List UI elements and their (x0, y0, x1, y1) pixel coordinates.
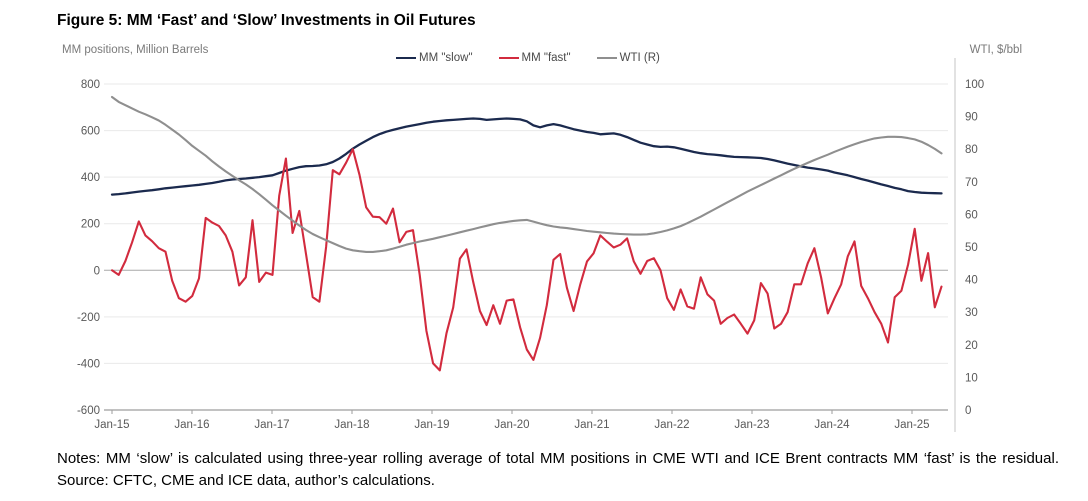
right-axis-tick-label: 30 (965, 307, 978, 319)
right-axis-tick-label: 40 (965, 275, 978, 287)
legend-item-2: WTI (R) (596, 52, 660, 64)
series-line-0 (110, 117, 943, 196)
right-axis-tick-label: 10 (965, 372, 978, 384)
left-axis-unit-label: MM positions, Million Barrels (62, 44, 209, 56)
right-axis-tick-label: 50 (965, 242, 978, 254)
left-axis-tick-label: -200 (77, 312, 100, 324)
left-axis-tick-label: -600 (77, 405, 100, 417)
left-axis-tick-label: 200 (81, 219, 100, 231)
right-axis-unit-label: WTI, $/bbl (969, 44, 1022, 56)
legend-label: MM "fast" (521, 52, 571, 64)
legend: MM "slow" MM "fast" WTI (R) (396, 52, 660, 64)
x-axis-tick-label: Jan-19 (414, 419, 449, 431)
legend-swatch-icon (596, 56, 617, 60)
left-axis-tick-label: 600 (81, 126, 100, 138)
right-axis-tick-label: 100 (965, 79, 984, 91)
legend-swatch-icon (396, 56, 416, 60)
x-axis-tick-label: Jan-25 (894, 419, 929, 431)
x-axis-tick-label: Jan-17 (254, 419, 289, 431)
left-axis-tick-label: 400 (81, 172, 100, 184)
legend-item-0: MM "slow" (396, 52, 473, 64)
legend-swatch-icon (498, 56, 519, 60)
x-axis-tick-label: Jan-21 (574, 419, 609, 431)
legend-label: WTI (R) (619, 52, 660, 64)
right-axis-tick-label: 90 (965, 112, 978, 124)
line-chart: 8006004002000-200-400-600100908070605040… (77, 58, 984, 432)
left-axis-tick-label: 800 (81, 79, 100, 91)
x-axis-tick-label: Jan-18 (334, 419, 369, 431)
right-axis-tick-label: 0 (965, 405, 971, 417)
right-axis-tick-label: 80 (965, 144, 978, 156)
series-line-2 (110, 95, 943, 253)
left-axis-tick-label: -400 (77, 358, 100, 370)
left-axis-tick-label: 0 (94, 265, 100, 277)
right-axis-tick-label: 60 (965, 209, 978, 221)
figure-title: Figure 5: MM ‘Fast’ and ‘Slow’ Investmen… (57, 12, 476, 29)
right-axis-tick-label: 20 (965, 340, 978, 352)
legend-label: MM "slow" (419, 52, 473, 64)
x-axis-tick-label: Jan-23 (734, 419, 769, 431)
legend-item-1: MM "fast" (498, 52, 571, 64)
x-axis-tick-label: Jan-16 (174, 419, 209, 431)
x-axis-tick-label: Jan-24 (814, 419, 850, 431)
series-line-1 (110, 148, 943, 372)
notes-text: Notes: MM ‘slow’ is calculated using thr… (57, 450, 1059, 490)
right-axis-tick-label: 70 (965, 177, 978, 189)
x-axis-tick-label: Jan-22 (654, 419, 689, 431)
x-axis-tick-label: Jan-15 (94, 419, 129, 431)
x-axis-tick-label: Jan-20 (494, 419, 529, 431)
